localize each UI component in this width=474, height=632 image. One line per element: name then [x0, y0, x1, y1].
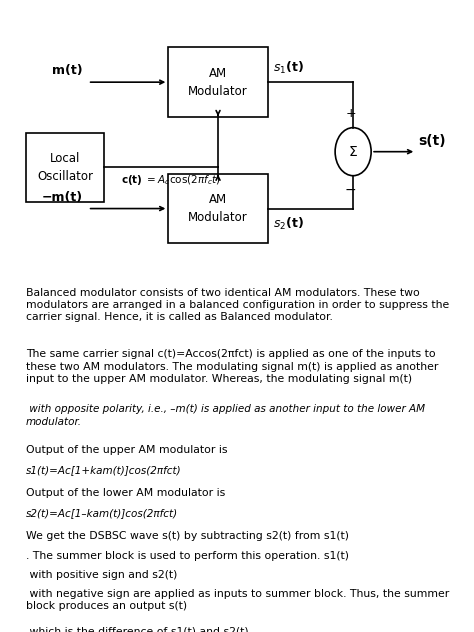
Text: Modulator: Modulator	[188, 85, 248, 97]
Text: We get the DSBSC wave s(t) by subtracting s2(t) from s1(t): We get the DSBSC wave s(t) by subtractin…	[26, 532, 349, 541]
Text: Local: Local	[50, 152, 81, 165]
Text: m(t): m(t)	[52, 64, 83, 77]
Text: AM: AM	[209, 193, 227, 206]
Text: Output of the lower AM modulator is: Output of the lower AM modulator is	[26, 489, 225, 499]
Text: s2(t)=Ac[1–kam(t)]cos(2πfct): s2(t)=Ac[1–kam(t)]cos(2πfct)	[26, 507, 178, 518]
Text: $\Sigma$: $\Sigma$	[348, 145, 358, 159]
Text: $s_1\mathbf{(t)}$: $s_1\mathbf{(t)}$	[273, 60, 303, 76]
Text: Balanced modulator consists of two identical AM modulators. These two
modulators: Balanced modulator consists of two ident…	[26, 288, 449, 322]
Text: which is the difference of s1(t) and s2(t): which is the difference of s1(t) and s2(…	[26, 626, 249, 632]
Text: with opposite polarity, i.e., –m(t) is applied as another input to the lower AM
: with opposite polarity, i.e., –m(t) is a…	[26, 404, 425, 427]
Text: Modulator: Modulator	[188, 211, 248, 224]
Text: with positive sign and s2(t): with positive sign and s2(t)	[26, 570, 177, 580]
Text: s1(t)=Ac[1+kam(t)]cos(2πfct): s1(t)=Ac[1+kam(t)]cos(2πfct)	[26, 465, 182, 475]
Bar	[168, 47, 268, 117]
Text: The same carrier signal c(t)=Accos(2πfct) is applied as one of the inputs to
the: The same carrier signal c(t)=Accos(2πfct…	[26, 349, 438, 384]
Text: $s_2\mathbf{(t)}$: $s_2\mathbf{(t)}$	[273, 216, 303, 232]
Text: s(t): s(t)	[419, 134, 446, 148]
Text: Output of the upper AM modulator is: Output of the upper AM modulator is	[26, 446, 228, 456]
Text: −m(t): −m(t)	[42, 190, 83, 204]
Text: with negative sign are applied as inputs to summer block. Thus, the summer
block: with negative sign are applied as inputs…	[26, 589, 449, 612]
Text: . The summer block is used to perform this operation. s1(t): . The summer block is used to perform th…	[26, 550, 349, 561]
Text: +: +	[346, 107, 356, 120]
Text: $\mathbf{c(t)}$ $= A_c\cos(2\pi f_c t)$: $\mathbf{c(t)}$ $= A_c\cos(2\pi f_c t)$	[121, 173, 220, 186]
Text: Oscillator: Oscillator	[37, 170, 93, 183]
Bar	[26, 133, 104, 202]
Text: −: −	[345, 183, 356, 197]
Text: AM: AM	[209, 67, 227, 80]
Bar	[168, 174, 268, 243]
